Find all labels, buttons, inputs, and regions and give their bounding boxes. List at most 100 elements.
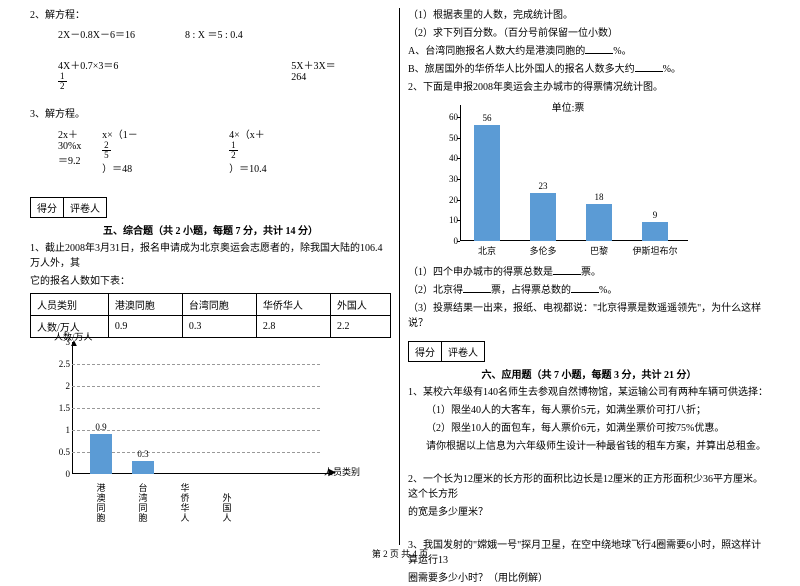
section-5-title: 五、综合题（共 2 小题，每题 7 分，共计 14 分）: [30, 222, 391, 237]
app-3b: 圈需要多少小时？（用比例解）: [408, 571, 770, 586]
chart1-bar-value: 0.3: [132, 449, 154, 459]
app-1c: 请你根据以上信息为六年级师生设计一种最省钱的租车方案，并算出总租金。: [408, 439, 770, 454]
chart2-ytick: 20: [438, 195, 458, 205]
td-fr: 2.2: [330, 316, 390, 338]
app-1: 1、某校六年级有140名师生去参观自然博物馆，某运输公司有两种车辆可供选择：: [408, 385, 770, 400]
chart1-xlabel: 港澳同胞: [94, 484, 108, 524]
app-1b: （2）限坐10人的面包车，每人票价6元，如满坐票价可按75%优惠。: [408, 421, 770, 436]
chart1-ytick: 0.5: [50, 447, 70, 457]
chart1-bar: [132, 461, 154, 474]
chart2-bar-value: 18: [586, 192, 612, 202]
th-hk: 港澳同胞: [108, 294, 182, 316]
right-column: （1）根据表里的人数，完成统计图。 （2）求下列百分数。（百分号前保留一位小数）…: [400, 8, 770, 545]
question-3: 3、解方程。: [30, 107, 391, 122]
equation-row-2: 4X＋0.7×3＝612 5X＋3X＝264: [30, 57, 391, 91]
r-l2: （2）求下列百分数。（百分号前保留一位小数）: [408, 26, 770, 41]
eq-3a: 2x＋30%x＝9.2: [58, 126, 84, 175]
problem-1b: 它的报名人数如下表：: [30, 274, 391, 289]
app-2b: 的宽是多少厘米？: [408, 505, 770, 520]
chart1-ytick: 1.5: [50, 403, 70, 413]
r-l4: B、旅居国外的华侨华人比外国人的报名人数多大约%。: [408, 62, 770, 77]
app-2a: 2、一个长为12厘米的长方形的面积比边长是12厘米的正方形面积少36平方厘米。这…: [408, 472, 770, 502]
r-q3: （3）投票结果一出来，报纸、电视都说："北京得票是数遥遥领先"，为什么这样说？: [408, 301, 770, 331]
blank-field[interactable]: [585, 44, 613, 54]
eq-2a: 4X＋0.7×3＝612: [58, 57, 241, 91]
th-tw: 台湾同胞: [182, 294, 256, 316]
problem-1a: 1、截止2008年3月31日，报名申请成为北京奥运会志愿者的，除我国大陆的106…: [30, 241, 391, 271]
score-box-right: 得分 评卷人: [408, 341, 770, 362]
chart1-bar: [90, 434, 112, 474]
td-hk: 0.9: [108, 316, 182, 338]
th-category: 人员类别: [31, 294, 109, 316]
chart2-tick-mark: [457, 220, 460, 221]
chart1-ytick: 2: [50, 381, 70, 391]
page-container: 2、解方程： 2X－0.8X－6＝16 8 : X ＝5 : 0.4 4X＋0.…: [0, 0, 800, 545]
chart1-ytick: 2.5: [50, 359, 70, 369]
chart2-yaxis: [460, 105, 461, 241]
y-arrow-icon: ▲: [69, 338, 79, 349]
chart2-tick-mark: [457, 179, 460, 180]
frac-1-2b: 12: [229, 141, 288, 160]
chart2-xlabel: 北京: [464, 244, 510, 257]
score-label: 得分: [30, 197, 63, 218]
th-oc: 华侨华人: [256, 294, 330, 316]
td-tw: 0.3: [182, 316, 256, 338]
chart2-bar: [642, 222, 668, 241]
grader-label: 评卷人: [441, 341, 485, 362]
grader-label: 评卷人: [63, 197, 107, 218]
th-fr: 外国人: [330, 294, 390, 316]
chart2-bar-value: 23: [530, 181, 556, 191]
chart2-title: 单位:票: [438, 99, 698, 114]
eq-3c: 4×（x＋12）＝10.4: [229, 126, 341, 175]
left-column: 2、解方程： 2X－0.8X－6＝16 8 : X ＝5 : 0.4 4X＋0.…: [30, 8, 400, 545]
chart1-xlabel: 台湾同胞: [136, 484, 150, 524]
chart2-tick-mark: [457, 158, 460, 159]
chart2-xlabel: 多伦多: [520, 244, 566, 257]
chart2-ytick: 60: [438, 112, 458, 122]
chart1-xtitle: 人员类别: [324, 465, 360, 478]
chart1-xlabel: 华侨华人: [178, 484, 192, 524]
blank-field[interactable]: [463, 283, 491, 293]
chart2-xlabel: 巴黎: [576, 244, 622, 257]
app-1a: （1）限坐40人的大客车，每人票价5元，如满坐票价可打八折；: [408, 403, 770, 418]
equation-row-3: 2x＋30%x＝9.2 x×（1－25）＝48 4×（x＋12）＝10.4: [30, 126, 391, 175]
chart2-bar: [474, 125, 500, 241]
chart1-xlabel: 外国人: [220, 494, 234, 524]
votes-bar-chart: 单位:票 605040302010056北京23多伦多18巴黎9伊斯坦布尔: [438, 99, 698, 259]
chart2-bar-value: 9: [642, 210, 668, 220]
chart2-xlabel: 伊斯坦布尔: [632, 244, 678, 257]
frac-2-5: 25: [102, 141, 161, 160]
chart2-tick-mark: [457, 200, 460, 201]
equation-row-1: 2X－0.8X－6＝16 8 : X ＝5 : 0.4: [30, 26, 391, 41]
blank-field[interactable]: [571, 283, 599, 293]
chart2-tick-mark: [457, 117, 460, 118]
r-q1: （1）四个申办城市的得票总数是票。: [408, 265, 770, 280]
eq-3b: x×（1－25）＝48: [102, 126, 211, 175]
r-l5: 2、下面是申报2008年奥运会主办城市的得票情况统计图。: [408, 80, 770, 95]
blank-field[interactable]: [635, 62, 663, 72]
chart2-tick-mark: [457, 138, 460, 139]
people-bar-chart: 人数/万人 ▲ ▶ 人员类别 32.521.510.500.9港澳同胞0.3台湾…: [50, 342, 330, 492]
frac-1-2: 12: [58, 72, 117, 91]
chart1-gridline: [72, 386, 320, 387]
question-2: 2、解方程：: [30, 8, 391, 23]
score-label: 得分: [408, 341, 441, 362]
eq-2b: 5X＋3X＝264: [291, 57, 341, 91]
chart2-bar: [530, 193, 556, 241]
chart2-ytick: 40: [438, 153, 458, 163]
eq-1a: 2X－0.8X－6＝16: [58, 26, 135, 41]
r-q2: （2）北京得票，占得票总数的%。: [408, 283, 770, 298]
chart1-bar-value: 0.9: [90, 422, 112, 432]
chart2-ytick: 30: [438, 174, 458, 184]
blank-field[interactable]: [553, 265, 581, 275]
chart1-ytick: 1: [50, 425, 70, 435]
section-6-title: 六、应用题（共 7 小题，每题 3 分，共计 21 分）: [408, 366, 770, 381]
table-row: 人员类别 港澳同胞 台湾同胞 华侨华人 外国人: [31, 294, 391, 316]
app-3a: 3、我国发射的"嫦娥一号"探月卫星，在空中绕地球飞行4圈需要6小时，照这样计算运…: [408, 538, 770, 568]
chart1-ytick: 3: [50, 337, 70, 347]
td-oc: 2.8: [256, 316, 330, 338]
r-l3: A、台湾同胞报名人数大约是港澳同胞的%。: [408, 44, 770, 59]
chart2-ytick: 0: [438, 236, 458, 246]
score-box-left: 得分 评卷人: [30, 197, 391, 218]
chart2-bar-value: 56: [474, 113, 500, 123]
